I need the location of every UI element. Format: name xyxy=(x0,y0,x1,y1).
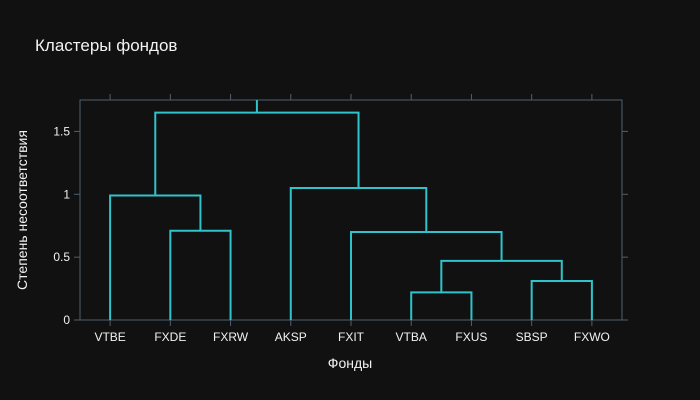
x-tick-label: VTBA xyxy=(396,330,427,344)
dendrogram-link xyxy=(410,291,473,320)
dendrogram-link xyxy=(109,194,202,320)
dendrogram-link xyxy=(440,259,563,293)
x-tick-label: FXUS xyxy=(455,330,487,344)
x-tick-label: FXDE xyxy=(154,330,186,344)
dendrogram-link xyxy=(289,187,428,320)
chart-title: Кластеры фондов xyxy=(35,36,177,55)
x-tick-label: FXIT xyxy=(338,330,365,344)
y-tick-label: 0 xyxy=(63,313,70,327)
x-tick-label: AKSP xyxy=(275,330,307,344)
dendrogram-links xyxy=(109,100,593,320)
dendrogram-link xyxy=(350,231,503,320)
y-axis-ticks: 0 0.5 1 1.5 xyxy=(53,124,628,327)
y-axis-title: Степень несоответствия xyxy=(14,130,30,290)
x-tick-label: FXRW xyxy=(213,330,249,344)
dendrogram-link xyxy=(169,229,232,320)
x-tick-label: FXWO xyxy=(574,330,610,344)
x-axis-title: Фонды xyxy=(328,355,372,371)
dendrogram-link xyxy=(154,111,360,196)
x-tick-label: SBSP xyxy=(516,330,548,344)
dendrogram-link xyxy=(530,280,593,320)
x-axis-ticks: VTBE FXDE FXRW AKSP FXIT VTBA FXUS SBSP FXWO xyxy=(94,94,610,344)
y-tick-label: 1.5 xyxy=(53,124,70,138)
y-tick-label: 0.5 xyxy=(53,250,70,264)
y-tick-label: 1 xyxy=(63,187,70,201)
x-tick-label: VTBE xyxy=(94,330,125,344)
